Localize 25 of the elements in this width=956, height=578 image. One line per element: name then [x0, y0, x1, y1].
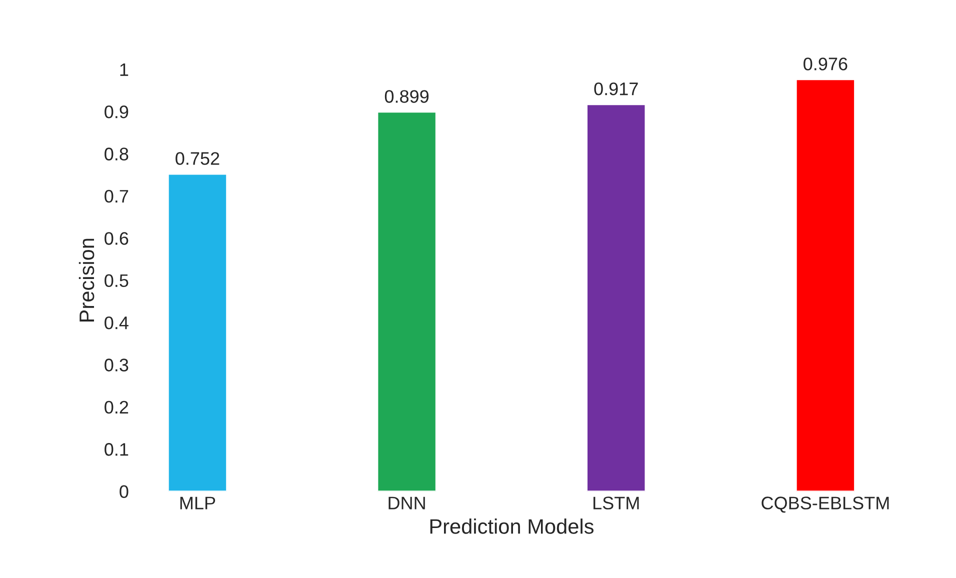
data-label: 0.917 — [594, 82, 638, 96]
data-label: 0.752 — [176, 152, 220, 165]
bar — [376, 111, 437, 492]
y-tick-label: 0 — [120, 485, 128, 498]
x-tick-label: CQBS-EBLSTM — [762, 496, 889, 513]
data-label: 0.976 — [804, 58, 848, 70]
y-axis-title: Precision — [78, 238, 94, 322]
y-tick-label: 1 — [120, 63, 128, 76]
x-tick-label: MLP — [180, 496, 216, 510]
bar — [795, 78, 856, 492]
data-label: 0.899 — [384, 90, 429, 103]
y-tick-label: 0.4 — [104, 316, 128, 330]
x-axis-title: Prediction Models — [430, 518, 594, 534]
y-tick-label: 0.7 — [104, 190, 128, 203]
y-tick-label: 0.1 — [104, 443, 128, 456]
y-tick-label: 0.6 — [104, 232, 128, 245]
x-tick-label: LSTM — [594, 496, 639, 510]
y-tick-label: 0.5 — [104, 274, 128, 288]
x-tick-label: DNN — [388, 496, 425, 510]
y-tick-label: 0.9 — [104, 105, 128, 118]
y-tick-label: 0.2 — [104, 400, 128, 414]
bar — [586, 104, 646, 492]
bar — [167, 173, 228, 492]
y-tick-label: 0.3 — [104, 358, 128, 372]
y-tick-label: 0.8 — [104, 148, 128, 160]
